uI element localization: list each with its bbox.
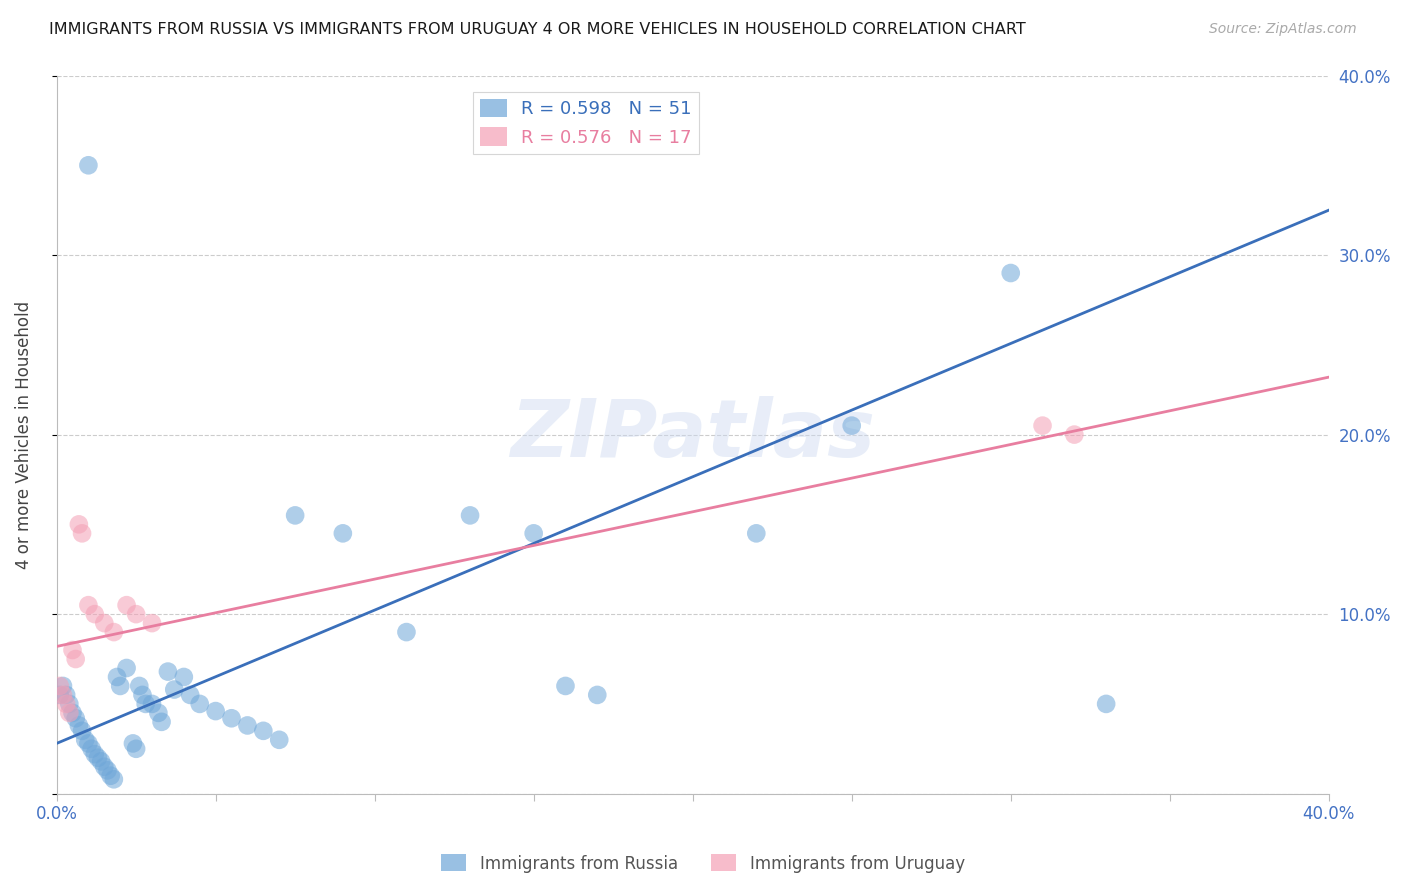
- Point: [83, 747, 105, 761]
- Point: [745, 526, 768, 541]
- Point: [80, 741, 103, 756]
- Point: [173, 670, 195, 684]
- Point: [204, 704, 226, 718]
- Text: IMMIGRANTS FROM RUSSIA VS IMMIGRANTS FROM URUGUAY 4 OR MORE VEHICLES IN HOUSEHOL: IMMIGRANTS FROM RUSSIA VS IMMIGRANTS FRO…: [49, 22, 1026, 37]
- Point: [122, 736, 145, 750]
- Point: [52, 688, 75, 702]
- Point: [55, 688, 77, 702]
- Legend: Immigrants from Russia, Immigrants from Uruguay: Immigrants from Russia, Immigrants from …: [434, 847, 972, 880]
- Point: [115, 598, 138, 612]
- Point: [1063, 427, 1085, 442]
- Point: [1031, 418, 1053, 433]
- Point: [841, 418, 863, 433]
- Point: [332, 526, 354, 541]
- Point: [179, 688, 201, 702]
- Point: [156, 665, 179, 679]
- Point: [93, 760, 115, 774]
- Text: ZIPatlas: ZIPatlas: [510, 395, 875, 474]
- Point: [252, 723, 274, 738]
- Point: [554, 679, 576, 693]
- Point: [236, 718, 259, 732]
- Point: [77, 736, 100, 750]
- Point: [163, 682, 186, 697]
- Point: [100, 769, 122, 783]
- Point: [96, 764, 118, 778]
- Point: [62, 706, 84, 720]
- Point: [49, 679, 72, 693]
- Point: [65, 652, 87, 666]
- Point: [58, 706, 80, 720]
- Point: [128, 679, 150, 693]
- Point: [87, 751, 110, 765]
- Point: [49, 688, 72, 702]
- Point: [105, 670, 128, 684]
- Point: [125, 607, 148, 621]
- Point: [67, 517, 90, 532]
- Point: [65, 711, 87, 725]
- Point: [110, 679, 132, 693]
- Point: [523, 526, 546, 541]
- Y-axis label: 4 or more Vehicles in Household: 4 or more Vehicles in Household: [15, 301, 32, 569]
- Point: [141, 697, 163, 711]
- Point: [75, 732, 97, 747]
- Point: [62, 643, 84, 657]
- Point: [93, 616, 115, 631]
- Point: [70, 526, 93, 541]
- Point: [90, 755, 112, 769]
- Point: [77, 158, 100, 172]
- Point: [115, 661, 138, 675]
- Point: [83, 607, 105, 621]
- Point: [188, 697, 211, 711]
- Point: [1095, 697, 1118, 711]
- Point: [1000, 266, 1022, 280]
- Point: [70, 723, 93, 738]
- Point: [125, 741, 148, 756]
- Point: [52, 679, 75, 693]
- Point: [586, 688, 609, 702]
- Legend: R = 0.598   N = 51, R = 0.576   N = 17: R = 0.598 N = 51, R = 0.576 N = 17: [472, 92, 699, 154]
- Point: [58, 697, 80, 711]
- Point: [221, 711, 243, 725]
- Point: [135, 697, 157, 711]
- Point: [103, 625, 125, 640]
- Point: [395, 625, 418, 640]
- Point: [284, 508, 307, 523]
- Point: [67, 718, 90, 732]
- Point: [150, 714, 173, 729]
- Text: Source: ZipAtlas.com: Source: ZipAtlas.com: [1209, 22, 1357, 37]
- Point: [131, 688, 153, 702]
- Point: [148, 706, 170, 720]
- Point: [141, 616, 163, 631]
- Point: [458, 508, 481, 523]
- Point: [77, 598, 100, 612]
- Point: [103, 772, 125, 787]
- Point: [55, 697, 77, 711]
- Point: [269, 732, 291, 747]
